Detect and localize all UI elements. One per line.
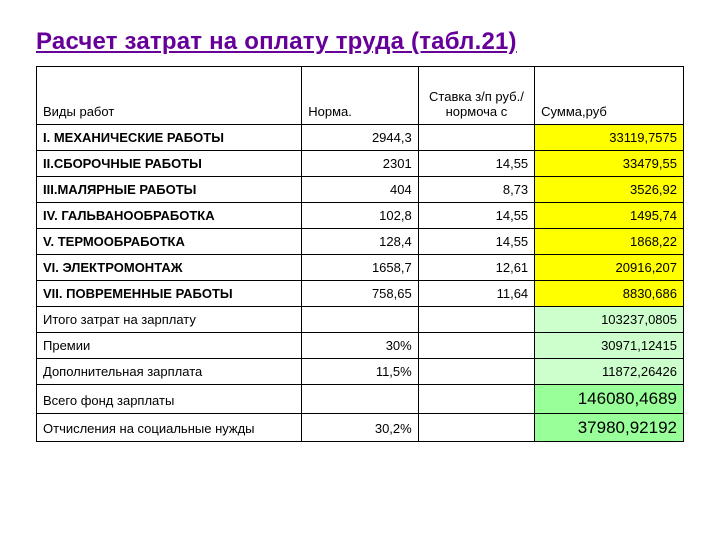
cell-label: V. ТЕРМООБРАБОТКА — [37, 229, 302, 255]
slide: Расчет затрат на оплату труда (табл.21) … — [0, 0, 720, 540]
cell-label: VII. ПОВРЕМЕННЫЕ РАБОТЫ — [37, 281, 302, 307]
cell-sum: 8830,686 — [535, 281, 684, 307]
cell-norm — [302, 307, 418, 333]
cell-sum: 11872,26426 — [535, 359, 684, 385]
cell-label: III.МАЛЯРНЫЕ РАБОТЫ — [37, 177, 302, 203]
col-header-sum: Сумма,руб — [535, 67, 684, 125]
cell-sum: 30971,12415 — [535, 333, 684, 359]
cell-sum: 37980,92192 — [535, 413, 684, 442]
col-header-type: Виды работ — [37, 67, 302, 125]
labor-cost-table: Виды работ Норма. Ставка з/п руб./нормоч… — [36, 66, 684, 442]
cell-sum: 1495,74 — [535, 203, 684, 229]
cell-norm — [302, 385, 418, 414]
cell-rate: 14,55 — [418, 203, 534, 229]
table-row: V. ТЕРМООБРАБОТКА128,414,551868,22 — [37, 229, 684, 255]
cell-norm: 2944,3 — [302, 125, 418, 151]
table-row: Всего фонд зарплаты 146080,4689 — [37, 385, 684, 414]
cell-rate: 14,55 — [418, 229, 534, 255]
cell-label: I. МЕХАНИЧЕСКИЕ РАБОТЫ — [37, 125, 302, 151]
cell-rate — [418, 333, 534, 359]
cell-rate: 11,64 — [418, 281, 534, 307]
cell-sum: 33479,55 — [535, 151, 684, 177]
cell-norm: 1658,7 — [302, 255, 418, 281]
table-row: Дополнительная зарплата11,5% 11872,26426 — [37, 359, 684, 385]
table-row: VI. ЭЛЕКТРОМОНТАЖ1658,712,6120916,207 — [37, 255, 684, 281]
cell-rate: 12,61 — [418, 255, 534, 281]
cell-norm: 128,4 — [302, 229, 418, 255]
cell-norm: 11,5% — [302, 359, 418, 385]
table-row: VII. ПОВРЕМЕННЫЕ РАБОТЫ758,6511,648830,6… — [37, 281, 684, 307]
cell-norm: 2301 — [302, 151, 418, 177]
cell-sum: 103237,0805 — [535, 307, 684, 333]
cell-sum: 3526,92 — [535, 177, 684, 203]
cell-norm: 102,8 — [302, 203, 418, 229]
cell-label: Всего фонд зарплаты — [37, 385, 302, 414]
cell-label: Отчисления на социальные нужды — [37, 413, 302, 442]
cell-norm: 404 — [302, 177, 418, 203]
cell-rate: 14,55 — [418, 151, 534, 177]
col-header-norm: Норма. — [302, 67, 418, 125]
table-row: Итого затрат на зарплату 103237,0805 — [37, 307, 684, 333]
cell-label: IV. ГАЛЬВАНООБРАБОТКА — [37, 203, 302, 229]
cell-rate — [418, 359, 534, 385]
slide-title: Расчет затрат на оплату труда (табл.21) — [36, 28, 684, 56]
cell-rate — [418, 385, 534, 414]
table-row: IV. ГАЛЬВАНООБРАБОТКА102,814,551495,74 — [37, 203, 684, 229]
cell-norm: 30% — [302, 333, 418, 359]
cell-sum: 33119,7575 — [535, 125, 684, 151]
cell-rate — [418, 413, 534, 442]
cell-label: VI. ЭЛЕКТРОМОНТАЖ — [37, 255, 302, 281]
table-body: I. МЕХАНИЧЕСКИЕ РАБОТЫ2944,333119,7575II… — [37, 125, 684, 442]
cell-sum: 1868,22 — [535, 229, 684, 255]
cell-sum: 20916,207 — [535, 255, 684, 281]
cell-rate — [418, 125, 534, 151]
table-row: II.СБОРОЧНЫЕ РАБОТЫ230114,5533479,55 — [37, 151, 684, 177]
cell-label: Итого затрат на зарплату — [37, 307, 302, 333]
cell-label: II.СБОРОЧНЫЕ РАБОТЫ — [37, 151, 302, 177]
cell-norm: 30,2% — [302, 413, 418, 442]
table-row: Премии30% 30971,12415 — [37, 333, 684, 359]
table-row: I. МЕХАНИЧЕСКИЕ РАБОТЫ2944,3 33119,7575 — [37, 125, 684, 151]
cell-label: Премии — [37, 333, 302, 359]
col-header-rate: Ставка з/п руб./нормоча с — [418, 67, 534, 125]
table-row: III.МАЛЯРНЫЕ РАБОТЫ4048,733526,92 — [37, 177, 684, 203]
cell-rate — [418, 307, 534, 333]
cell-norm: 758,65 — [302, 281, 418, 307]
table-row: Отчисления на социальные нужды30,2% 37980… — [37, 413, 684, 442]
cell-label: Дополнительная зарплата — [37, 359, 302, 385]
cell-rate: 8,73 — [418, 177, 534, 203]
cell-sum: 146080,4689 — [535, 385, 684, 414]
table-header-row: Виды работ Норма. Ставка з/п руб./нормоч… — [37, 67, 684, 125]
